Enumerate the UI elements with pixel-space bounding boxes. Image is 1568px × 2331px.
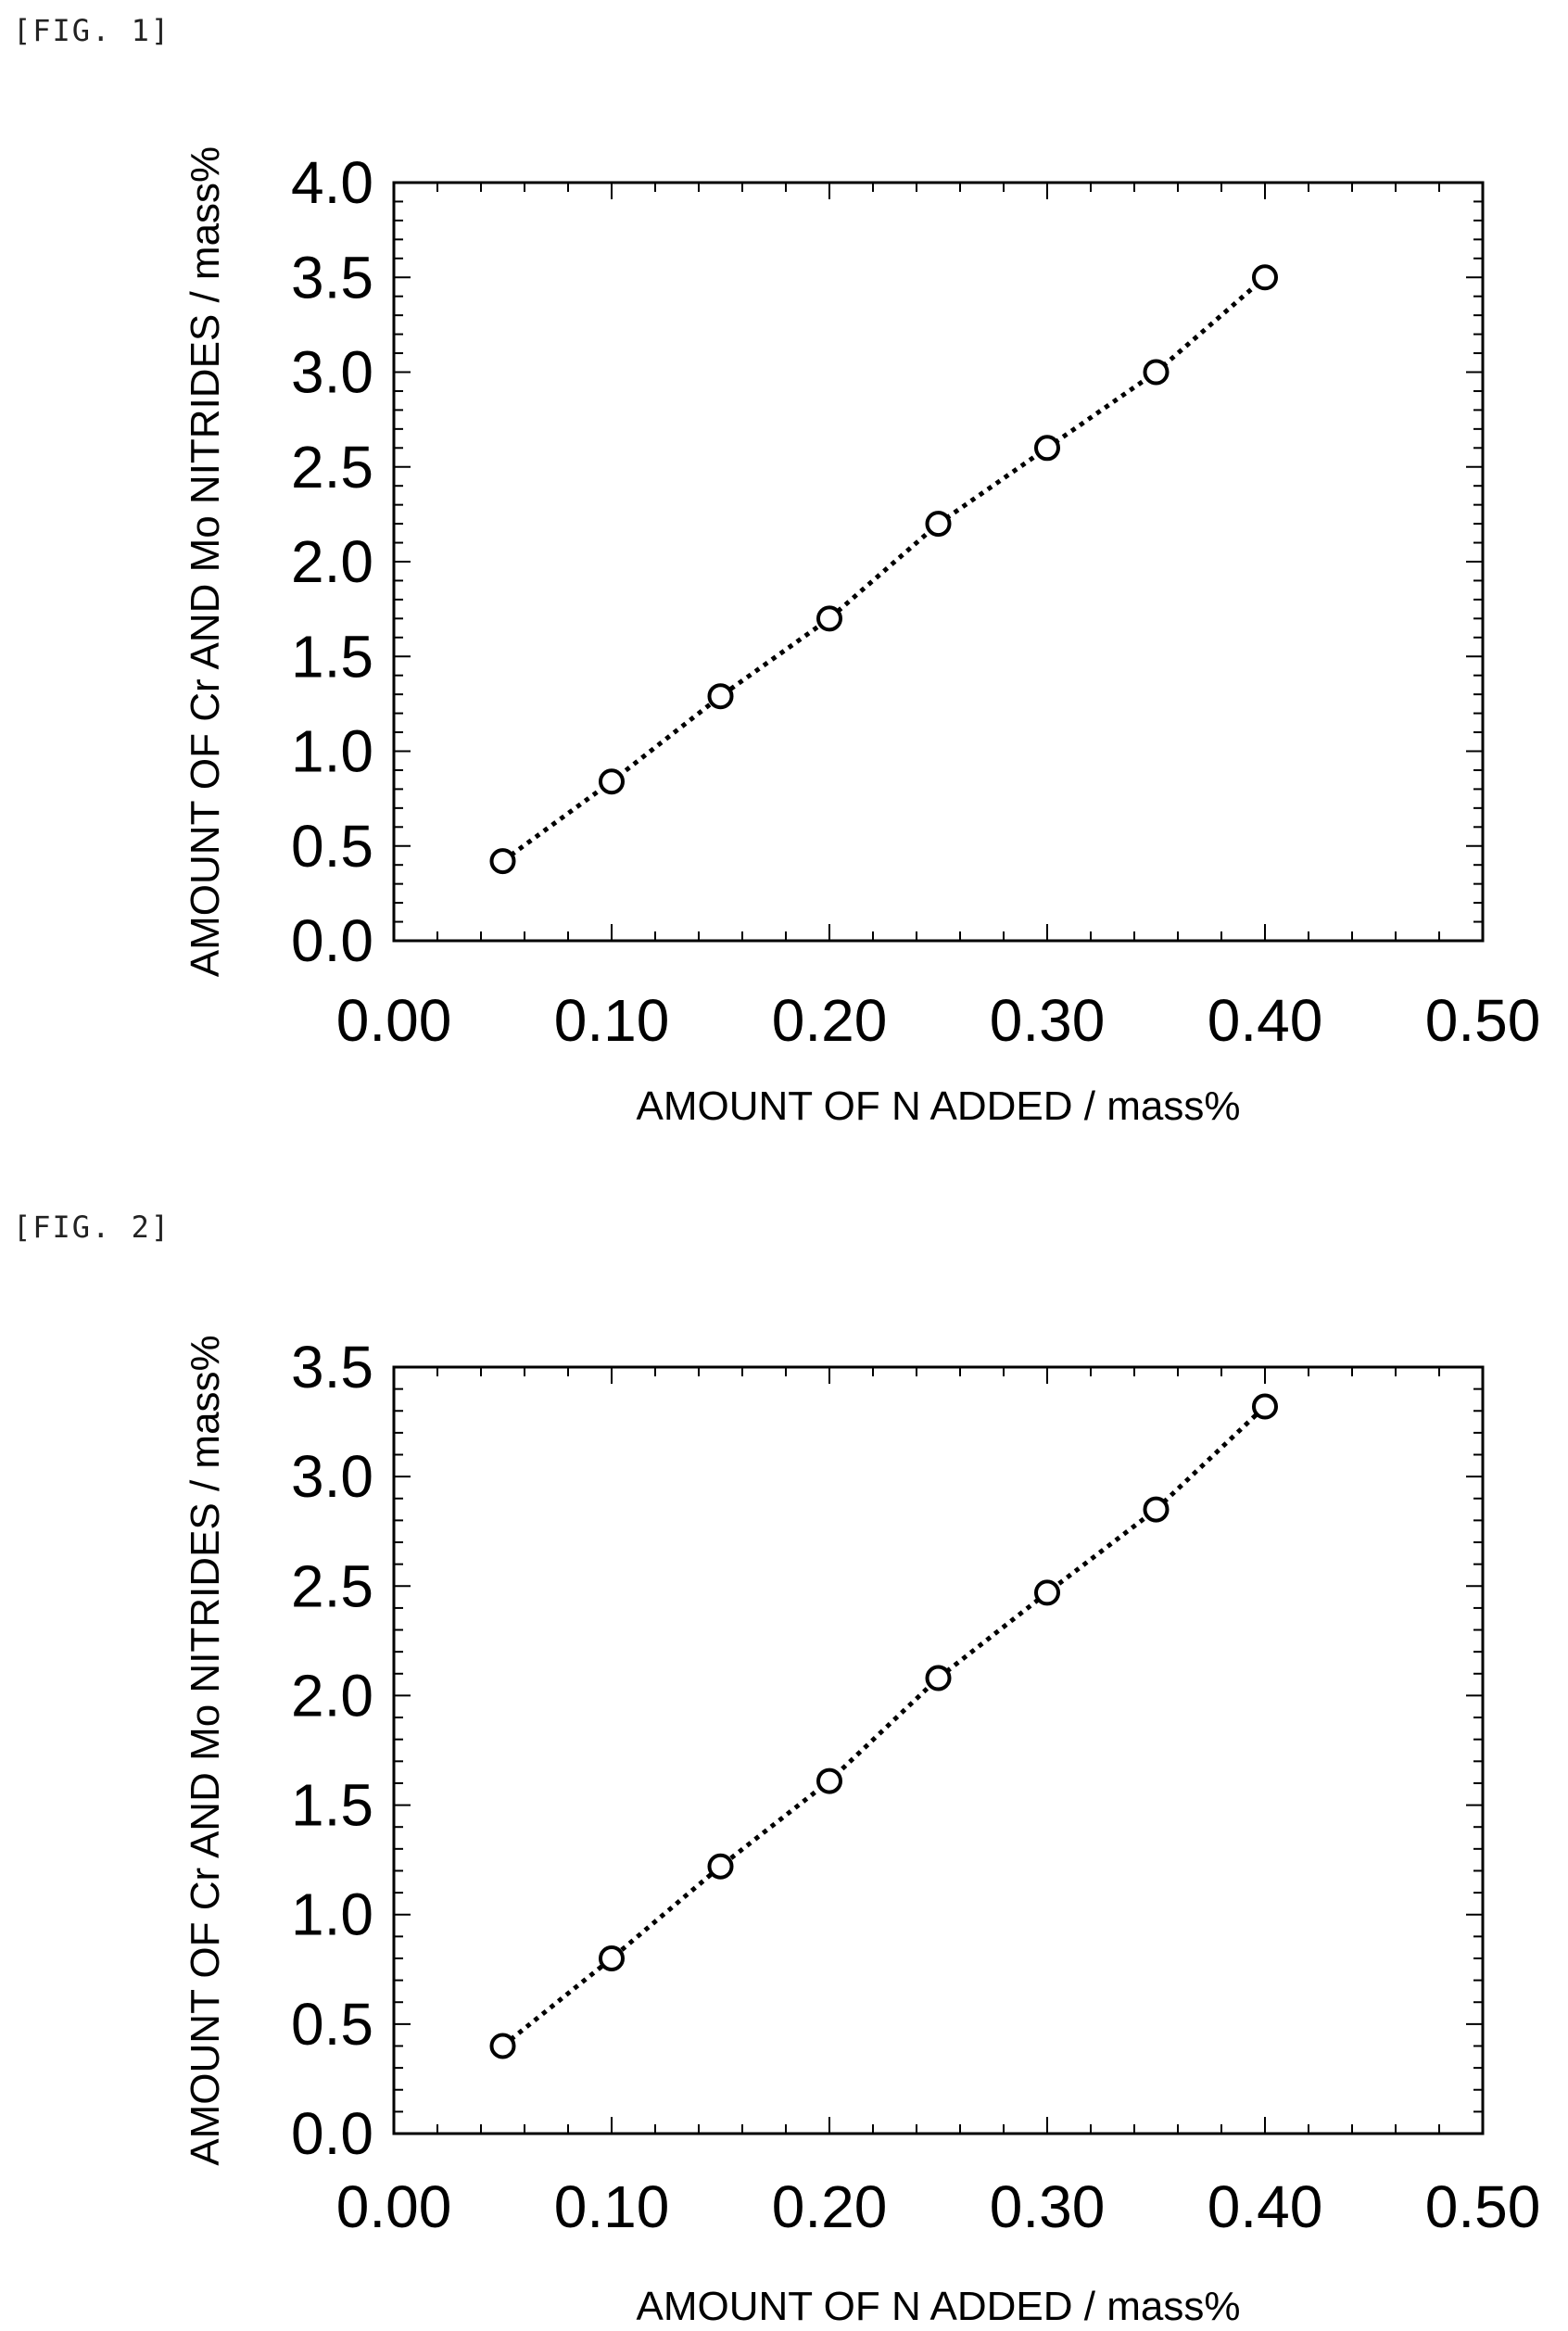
x-tick-label: 0.10	[554, 2173, 670, 2240]
x-tick-label: 0.00	[336, 2173, 452, 2240]
y-tick-label: 0.0	[291, 907, 373, 974]
data-point	[816, 605, 842, 632]
y-tick-label: 1.5	[291, 1772, 373, 1839]
y-tick-label: 1.0	[291, 1881, 373, 1948]
data-point	[599, 1945, 625, 1971]
plot-frame	[392, 1365, 1485, 2135]
y-tick-label: 4.0	[291, 149, 373, 216]
trend-line	[501, 275, 1267, 864]
x-tick-label: 0.30	[990, 2173, 1106, 2240]
data-point	[1034, 1579, 1060, 1606]
y-tick-label: 3.5	[291, 244, 373, 310]
y-axis-title: AMOUNT OF Cr AND Mo NITRIDES / mass%	[183, 146, 228, 977]
x-tick-label: 0.20	[772, 2173, 888, 2240]
data-point	[599, 768, 625, 795]
y-tick-label: 3.5	[291, 1334, 373, 1400]
figure-2-label: [FIG. 2]	[13, 1210, 171, 1245]
y-tick-label: 0.0	[291, 2100, 373, 2167]
x-tick-label: 0.40	[1208, 987, 1323, 1054]
plot-frame	[392, 181, 1485, 943]
data-point	[707, 683, 734, 710]
y-tick-label: 0.5	[291, 813, 373, 880]
y-axis-title: AMOUNT OF Cr AND Mo NITRIDES / mass%	[183, 1335, 228, 2165]
data-point	[925, 511, 952, 538]
data-point	[1143, 359, 1170, 386]
x-tick-label: 0.30	[990, 987, 1106, 1054]
x-axis-title: AMOUNT OF N ADDED / mass%	[637, 1083, 1241, 1129]
y-tick-label: 3.0	[291, 339, 373, 406]
x-tick-label: 0.40	[1208, 2173, 1323, 2240]
data-point	[1034, 435, 1060, 462]
y-tick-label: 2.5	[291, 434, 373, 500]
data-point	[1252, 264, 1278, 291]
y-tick-label: 2.0	[291, 1662, 373, 1729]
data-point	[925, 1665, 952, 1691]
x-tick-label: 0.10	[554, 987, 670, 1054]
y-tick-label: 2.5	[291, 1552, 373, 1619]
x-axis-title: AMOUNT OF N ADDED / mass%	[637, 2284, 1241, 2329]
y-tick-label: 3.0	[291, 1443, 373, 1510]
figure-2-chart: 0.00 0.10 0.20 0.30 0.40 0.50 0.0 0.5 1.0 1.5 2.0 2…	[183, 1334, 1541, 2329]
trend-line	[500, 1404, 1267, 2048]
y-tick-label: 1.0	[291, 718, 373, 785]
data-point	[1252, 1393, 1278, 1420]
data-point	[816, 1767, 842, 1794]
data-point	[707, 1853, 734, 1880]
y-tick-label: 2.0	[291, 528, 373, 595]
y-tick-label: 1.5	[291, 623, 373, 690]
x-tick-label: 0.00	[336, 987, 452, 1054]
x-tick-label: 0.50	[1425, 2173, 1541, 2240]
data-point	[1143, 1496, 1170, 1523]
data-point	[489, 2033, 516, 2059]
data-point	[489, 848, 516, 875]
figure-1-label: [FIG. 1]	[13, 13, 171, 48]
x-tick-label: 0.50	[1425, 987, 1541, 1054]
x-tick-label: 0.20	[772, 987, 888, 1054]
y-tick-label: 0.5	[291, 1991, 373, 2058]
figure-1-chart: 0.00 0.10 0.20 0.30 0.40 0.50 0.0 0.5 1.0 1.5 2.0 2…	[183, 146, 1541, 1129]
